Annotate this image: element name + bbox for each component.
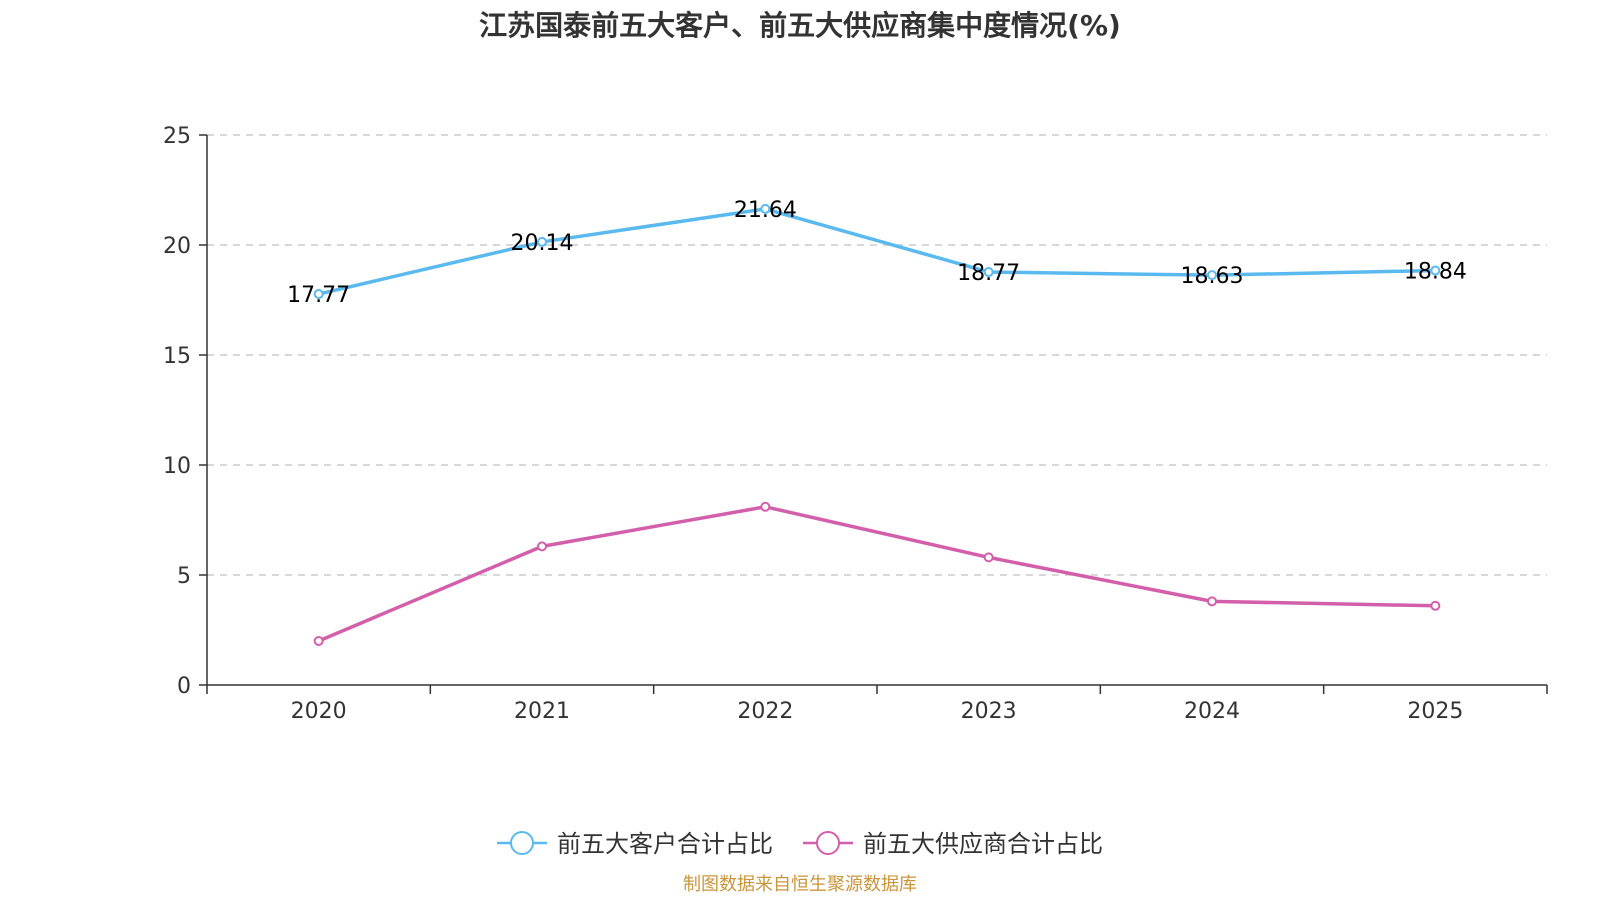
data-point[interactable] xyxy=(537,541,547,552)
data-point[interactable] xyxy=(760,501,771,512)
data-label: 18.84 xyxy=(1404,260,1467,285)
y-tick-label: 10 xyxy=(163,454,191,479)
source-note: 制图数据来自恒生聚源数据库 xyxy=(683,874,917,895)
data-point[interactable] xyxy=(983,552,994,563)
data-point[interactable] xyxy=(1207,270,1217,281)
series-line-1 xyxy=(318,207,1436,296)
series-line-2 xyxy=(317,505,1436,643)
data-label: 17.77 xyxy=(287,283,350,308)
data-label: 18.63 xyxy=(1181,264,1244,289)
data-label: 21.64 xyxy=(734,198,797,223)
data-label: 20.14 xyxy=(511,231,574,256)
x-tick-label: 2024 xyxy=(1184,699,1240,724)
y-tick-label: 25 xyxy=(163,124,191,149)
data-label: 18.77 xyxy=(957,261,1020,286)
x-tick-label: 2021 xyxy=(514,699,570,724)
x-tick-label: 2020 xyxy=(291,699,347,724)
legend-label[interactable]: 前五大客户合计占比 xyxy=(557,830,773,858)
legend-swatch-marker[interactable] xyxy=(510,831,534,855)
x-tick-label: 2023 xyxy=(961,699,1017,724)
data-point[interactable] xyxy=(1207,596,1217,607)
data-point[interactable] xyxy=(313,636,324,646)
legend-swatch-marker[interactable] xyxy=(816,831,840,855)
legend-label[interactable]: 前五大供应商合计占比 xyxy=(863,830,1103,858)
y-tick-label: 0 xyxy=(177,674,191,699)
chart-title: 江苏国泰前五大客户、前五大供应商集中度情况(%) xyxy=(479,9,1121,42)
data-point[interactable] xyxy=(1430,600,1441,611)
x-tick-label: 2022 xyxy=(737,699,793,724)
data-point[interactable] xyxy=(313,289,324,300)
data-point[interactable] xyxy=(983,267,994,278)
data-point[interactable] xyxy=(760,203,771,214)
data-point[interactable] xyxy=(537,236,547,247)
data-point[interactable] xyxy=(1430,265,1441,276)
x-tick-label: 2025 xyxy=(1407,699,1463,724)
y-tick-label: 20 xyxy=(163,234,191,259)
y-tick-label: 5 xyxy=(177,564,191,589)
y-tick-label: 15 xyxy=(163,344,191,369)
